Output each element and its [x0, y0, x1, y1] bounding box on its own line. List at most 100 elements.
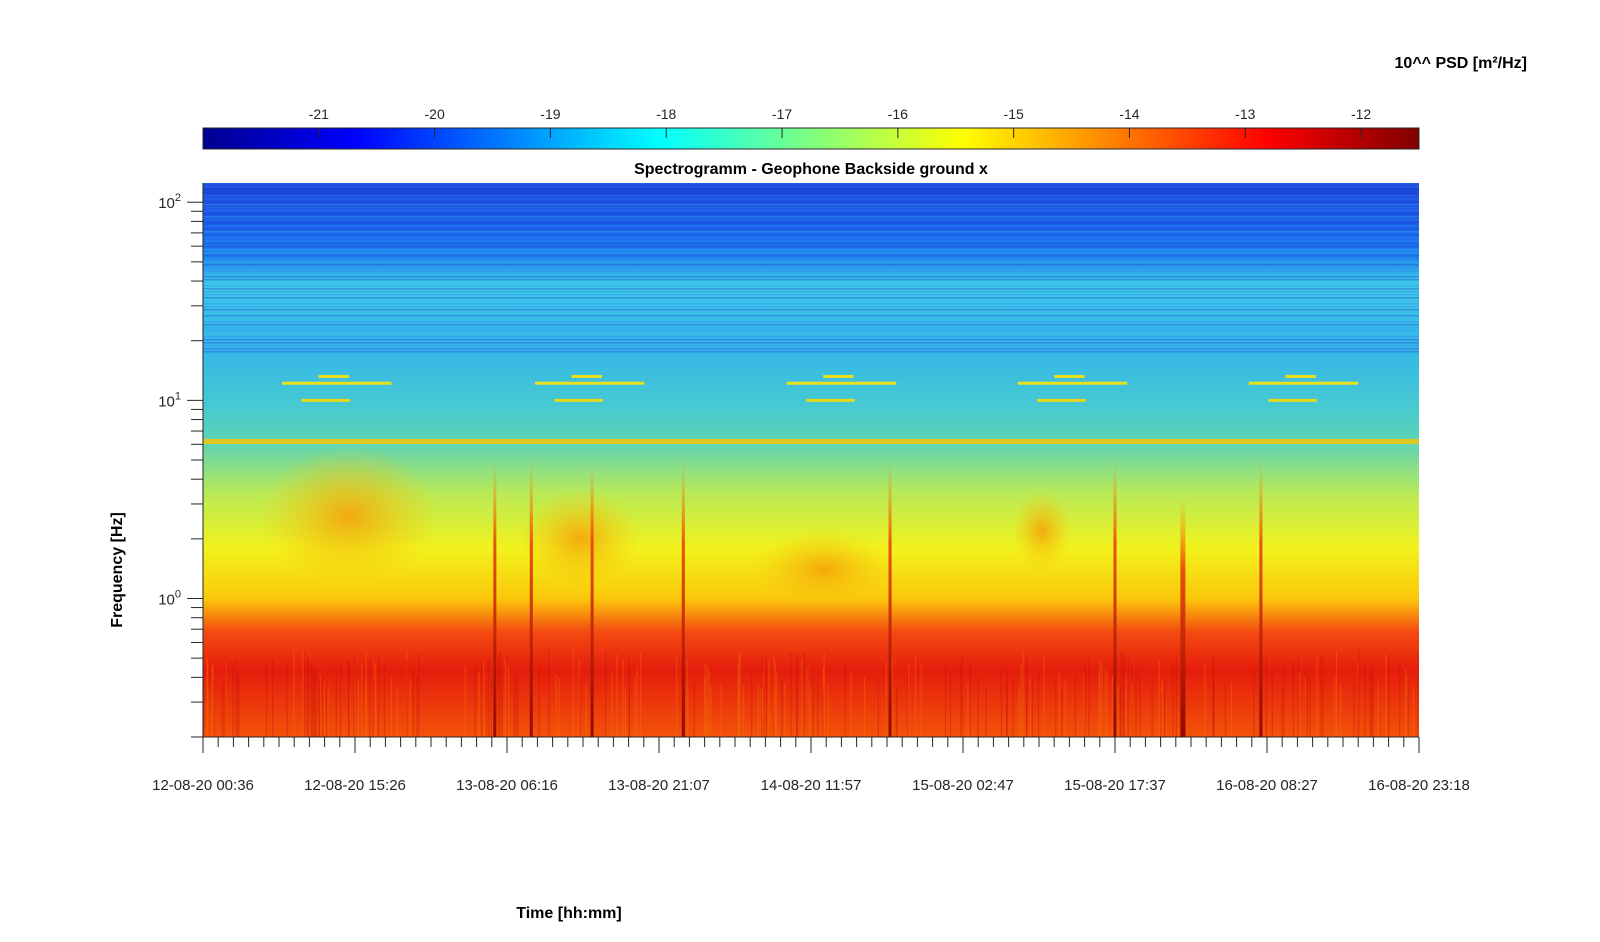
texture-streak — [1061, 689, 1063, 737]
texture-streak — [949, 671, 952, 737]
spectrum-band — [203, 204, 1419, 206]
transient-event — [1180, 498, 1186, 737]
texture-streak — [805, 667, 808, 737]
texture-streak — [801, 659, 803, 737]
colorbar-tick-label: -21 — [309, 106, 329, 122]
activity-blob — [753, 529, 894, 610]
transient-event — [888, 460, 892, 737]
colorbar-tick-label: -17 — [772, 106, 792, 122]
spectrum-band — [203, 336, 1419, 338]
texture-streak — [478, 672, 480, 737]
y-tick-label: 102 — [158, 192, 181, 212]
texture-streak — [1358, 650, 1360, 737]
colorbar-tick-label: -15 — [1004, 106, 1024, 122]
texture-streak — [1117, 686, 1119, 737]
texture-streak — [1412, 683, 1414, 737]
spectrum-band — [203, 303, 1419, 305]
spectrum-band — [203, 294, 1419, 296]
texture-streak — [506, 662, 508, 737]
texture-streak — [383, 664, 386, 737]
texture-streak — [322, 679, 324, 737]
spectrum-band — [203, 186, 1419, 188]
texture-streak — [1335, 651, 1338, 737]
texture-streak — [319, 675, 321, 737]
x-tick-label: 12-08-20 15:26 — [304, 777, 406, 794]
colorbar-ticks: -21 -20 -19 -18 -17 -16 -15 -14 -13 -12 — [309, 106, 1371, 138]
texture-streak — [464, 665, 466, 737]
texture-streak — [634, 676, 636, 737]
texture-streak — [1304, 677, 1306, 737]
texture-streak — [555, 674, 557, 737]
texture-streak — [390, 678, 393, 737]
transient-event — [493, 460, 497, 737]
texture-streak — [314, 667, 316, 737]
texture-streak — [1037, 673, 1040, 737]
texture-streak — [579, 674, 581, 737]
texture-streak — [1131, 681, 1133, 737]
texture-streak — [1104, 668, 1106, 737]
spectrum-band — [203, 261, 1419, 263]
texture-streak — [1043, 655, 1045, 737]
spectrum-band — [203, 297, 1419, 299]
texture-streak — [1407, 676, 1409, 737]
spectrum-band — [203, 312, 1419, 314]
texture-streak — [807, 667, 809, 737]
texture-streak — [1388, 657, 1390, 737]
texture-streak — [704, 662, 706, 737]
texture-streak — [497, 656, 500, 737]
texture-streak — [1405, 669, 1407, 737]
texture-streak — [1160, 689, 1162, 737]
spectrogram-plot-area — [203, 183, 1419, 737]
texture-streak — [293, 650, 295, 737]
texture-streak — [1212, 656, 1215, 737]
texture-streak — [1127, 658, 1129, 737]
spectrum-band — [203, 306, 1419, 308]
texture-streak — [1151, 677, 1153, 737]
texture-streak — [347, 660, 350, 737]
texture-streak — [1101, 663, 1103, 737]
spectrum-band — [203, 270, 1419, 272]
colorbar-title: 10^^ PSD [m²/Hz] — [1395, 55, 1527, 72]
spectrum-band — [203, 216, 1419, 218]
x-tick-label: 13-08-20 06:16 — [456, 777, 558, 794]
spectrum-band — [203, 189, 1419, 191]
texture-streak — [340, 663, 342, 737]
texture-streak — [823, 653, 825, 737]
texture-streak — [1158, 661, 1160, 737]
texture-streak — [768, 659, 770, 737]
daytime-band — [806, 398, 855, 402]
texture-streak — [1297, 654, 1299, 737]
spectrogram-image — [203, 183, 1419, 737]
texture-streak — [406, 650, 408, 737]
texture-streak — [640, 653, 642, 737]
texture-streak — [636, 666, 638, 737]
texture-streak — [1135, 669, 1137, 737]
texture-streak — [488, 659, 490, 737]
texture-streak — [312, 670, 315, 737]
spectrum-band — [203, 249, 1419, 251]
colorbar-tick-label: -12 — [1351, 106, 1371, 122]
texture-streak — [1204, 665, 1206, 737]
texture-streak — [685, 684, 687, 737]
texture-streak — [311, 664, 313, 737]
colorbar-tick-label: -14 — [1119, 106, 1139, 122]
spectrum-band — [203, 315, 1419, 317]
texture-streak — [1020, 664, 1022, 737]
texture-streak — [1120, 650, 1122, 737]
texture-streak — [221, 681, 223, 737]
texture-streak — [1139, 675, 1141, 737]
texture-streak — [908, 663, 910, 737]
texture-streak — [207, 674, 209, 737]
texture-streak — [959, 660, 962, 737]
x-tick-label: 15-08-20 17:37 — [1064, 777, 1166, 794]
texture-streak — [710, 685, 712, 737]
texture-streak — [977, 676, 979, 737]
colorbar-tick-label: -18 — [656, 106, 676, 122]
texture-streak — [369, 656, 371, 737]
texture-streak — [207, 689, 209, 737]
transient-event — [529, 460, 533, 737]
texture-streak — [967, 683, 969, 737]
transient-event — [590, 460, 594, 737]
texture-streak — [762, 670, 764, 737]
texture-streak — [238, 671, 240, 737]
